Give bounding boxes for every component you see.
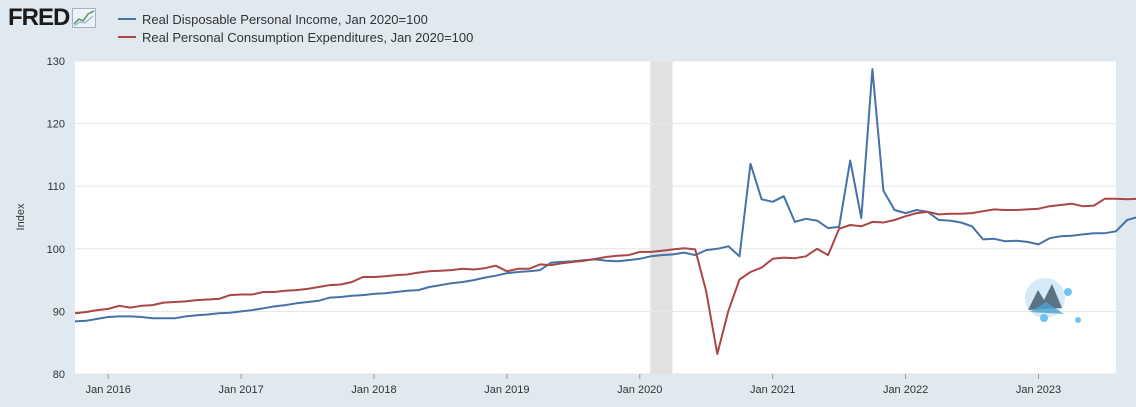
y-tick-label: 130 [47,56,65,68]
recession-band [650,61,673,374]
y-tick-label: 90 [53,306,65,318]
y-tick-label: 120 [47,119,65,131]
y-axis-title: Index [15,203,27,230]
chart-line-icon [72,8,97,28]
watermark-icon [1025,278,1081,323]
y-tick-label: 80 [53,369,65,381]
legend-label-income: Real Disposable Personal Income, Jan 202… [142,11,428,27]
x-tick-label: Jan 2016 [86,384,131,396]
legend-swatch-income [118,18,136,20]
x-tick-label: Jan 2023 [1016,384,1061,396]
plot-area [75,61,1116,374]
y-tick-label: 110 [47,181,65,193]
x-tick-label: Jan 2019 [484,384,529,396]
x-tick-label: Jan 2017 [218,384,263,396]
fred-logo[interactable]: FRED [8,4,97,31]
x-tick-label: Jan 2020 [617,384,662,396]
x-tick-label: Jan 2021 [750,384,795,396]
legend-item-consumption[interactable]: Real Personal Consumption Expenditures, … [118,28,473,46]
x-tick-label: Jan 2018 [351,384,396,396]
logo-text: FRED [8,4,70,31]
x-tick-label: Jan 2022 [883,384,928,396]
y-tick-label: 100 [47,244,65,256]
legend-swatch-consumption [118,36,136,38]
series-line-consumption[interactable] [74,189,1136,355]
series-line-income[interactable] [74,68,1136,323]
chart-legend: Real Disposable Personal Income, Jan 202… [118,10,473,46]
legend-item-income[interactable]: Real Disposable Personal Income, Jan 202… [118,10,473,28]
legend-label-consumption: Real Personal Consumption Expenditures, … [142,29,474,45]
